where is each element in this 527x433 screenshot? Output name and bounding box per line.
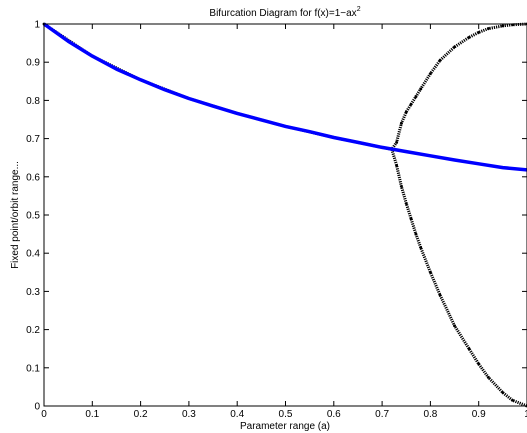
x-tick-label: 0.4 [230, 409, 244, 420]
orbit-point [409, 102, 413, 106]
y-tick-label: 0.9 [26, 58, 40, 69]
x-tick-label: 0.2 [134, 409, 148, 420]
orbit-point [501, 24, 505, 28]
y-tick-label: 0 [34, 402, 40, 413]
orbit-point [419, 87, 423, 91]
y-tick-label: 0.4 [26, 249, 40, 260]
orbit-point [419, 246, 423, 249]
plot-frame [43, 23, 527, 407]
x-tick-label: 0 [41, 409, 47, 420]
y-tick-label: 0.8 [26, 96, 40, 107]
x-tick-label: 0.3 [182, 409, 196, 420]
orbit-point [467, 35, 471, 39]
orbit-point [395, 141, 398, 144]
y-tick-label: 0.1 [26, 363, 40, 374]
y-tick-label: 0.5 [26, 211, 40, 222]
orbit-point [453, 324, 456, 328]
x-tick-label: 0.7 [375, 409, 389, 420]
y-tick-label: 1 [34, 20, 40, 31]
orbit-point [438, 58, 442, 62]
x-tick-label: 0.9 [472, 409, 486, 420]
x-tick-label: 0.5 [279, 409, 293, 420]
fixed-point-line [42, 22, 527, 172]
chart-title-text: Bifurcation Diagram for f(x)=1−ax [209, 8, 356, 19]
orbit-point [429, 72, 432, 76]
y-axis-ticks: 0 0.1 0.2 0.3 0.4 0.5 0.6 0.7 0.8 0.9 1 [26, 20, 527, 413]
orbit-point [511, 398, 514, 402]
orbit-point [404, 110, 408, 114]
x-tick-label: 0.1 [85, 409, 99, 420]
orbit-point [486, 375, 490, 379]
x-tick-label: 0.6 [327, 409, 341, 420]
orbit-point [429, 270, 432, 274]
orbit-point [501, 391, 505, 395]
chart-title: Bifurcation Diagram for f(x)=1−ax2 [209, 6, 360, 19]
orbit-point [414, 95, 418, 98]
y-tick-label: 0.2 [26, 325, 40, 336]
y-tick-label: 0.3 [26, 287, 40, 298]
orbit-point [467, 347, 471, 351]
x-axis-label: Parameter range (a) [240, 421, 330, 432]
orbit-point [477, 362, 481, 366]
orbit-point [404, 202, 408, 205]
y-tick-label: 0.7 [26, 134, 40, 145]
x-tick-label: 0.8 [423, 409, 437, 420]
orbit-point [400, 121, 403, 125]
orbit-point [400, 184, 403, 188]
orbit-point [453, 45, 456, 49]
orbit-point [486, 27, 490, 30]
plot-series [42, 22, 527, 408]
chart-title-superscript: 2 [357, 6, 361, 13]
x-tick-label: 1 [524, 409, 527, 420]
orbit-point [414, 232, 418, 236]
orbit-branch [390, 148, 527, 408]
y-tick-label: 0.6 [26, 172, 40, 183]
y-axis-label: Fixed point/orbit range... [10, 161, 21, 269]
orbit-point [438, 293, 442, 297]
orbit-point [477, 31, 481, 34]
x-axis-ticks: 0 0.1 0.2 0.3 0.4 0.5 0.6 0.7 0.8 0.9 1 [41, 24, 527, 420]
orbit-point [395, 163, 398, 167]
orbit-point [409, 217, 413, 221]
